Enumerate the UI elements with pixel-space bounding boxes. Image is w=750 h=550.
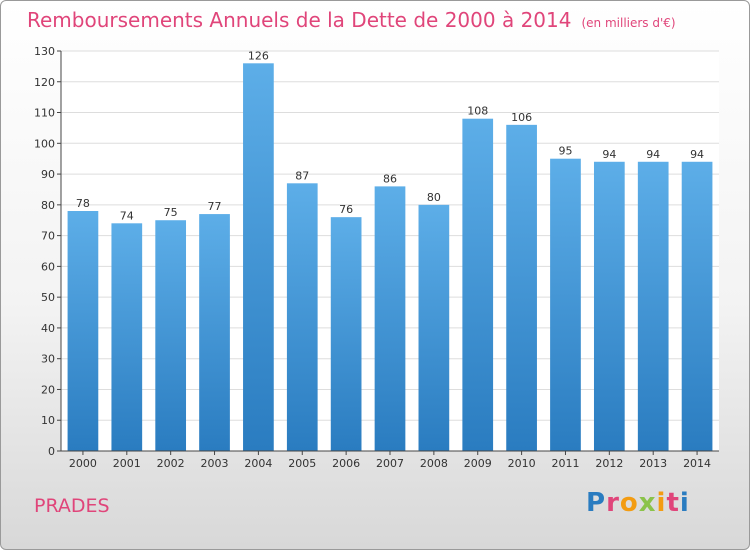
brand-letter: r — [606, 488, 620, 518]
x-tick-label: 2014 — [683, 457, 711, 470]
y-tick-label: 90 — [41, 168, 55, 181]
data-label: 126 — [248, 49, 269, 62]
x-tick-label: 2000 — [69, 457, 97, 470]
bar — [155, 220, 187, 451]
x-tick-label: 2013 — [639, 457, 667, 470]
x-tick-label: 2001 — [113, 457, 141, 470]
y-tick-label: 120 — [34, 76, 55, 89]
y-tick-label: 10 — [41, 414, 55, 427]
x-tick-label: 2011 — [551, 457, 579, 470]
x-tick-label: 2003 — [201, 457, 229, 470]
x-tick-label: 2008 — [420, 457, 448, 470]
y-tick-label: 100 — [34, 137, 55, 150]
axes: 0 10 20 30 40 50 60 70 80 90 100 110 120 130 2000 2001 2… — [34, 45, 719, 470]
brand-letter: P — [586, 488, 607, 518]
x-tick-label: 2012 — [595, 457, 623, 470]
bar — [681, 161, 713, 451]
data-label: 76 — [339, 203, 353, 216]
x-tick-label: 2002 — [157, 457, 185, 470]
bars: 78 74 75 77 126 87 76 86 80 108 106 95 94 94 94 — [67, 49, 713, 452]
x-tick-label: 2005 — [288, 457, 316, 470]
bar — [67, 211, 99, 451]
bar — [286, 183, 318, 452]
data-label: 75 — [164, 206, 178, 219]
x-tick-label: 2004 — [244, 457, 272, 470]
data-label: 77 — [208, 200, 222, 213]
data-label: 94 — [690, 148, 704, 161]
bar — [374, 186, 406, 451]
chart-title-block: Remboursements Annuels de la Dette de 20… — [27, 8, 676, 32]
brand-letter: o — [619, 488, 639, 518]
chart-subtitle: (en milliers d'€) — [581, 16, 676, 30]
data-label: 74 — [120, 209, 134, 222]
town-name: PRADES — [34, 495, 110, 517]
bar — [330, 217, 362, 451]
y-tick-label: 110 — [34, 107, 55, 120]
x-tick-label: 2006 — [332, 457, 360, 470]
data-label: 80 — [427, 191, 441, 204]
y-tick-label: 130 — [34, 45, 55, 58]
brand-letter: i — [679, 488, 690, 518]
data-label: 94 — [602, 148, 616, 161]
bar — [593, 161, 625, 451]
data-label: 78 — [76, 197, 90, 210]
y-tick-label: 20 — [41, 383, 55, 396]
bar — [550, 158, 581, 451]
bar — [462, 118, 494, 451]
data-label: 87 — [295, 169, 309, 182]
bar — [111, 223, 143, 451]
brand-letter: x — [638, 488, 657, 518]
brand-letter: i — [656, 488, 667, 518]
brand-letter: t — [666, 488, 680, 518]
x-tick-label: 2009 — [464, 457, 492, 470]
data-label: 95 — [558, 145, 572, 158]
y-tick-label: 80 — [41, 199, 55, 212]
data-label: 106 — [511, 111, 532, 124]
proxiti-logo: Proxiti — [586, 488, 690, 518]
data-label: 94 — [646, 148, 660, 161]
bar — [418, 204, 450, 451]
data-label: 108 — [467, 105, 488, 118]
y-tick-label: 30 — [41, 353, 55, 366]
bar — [199, 214, 230, 451]
x-tick-label: 2010 — [508, 457, 536, 470]
y-tick-label: 50 — [41, 291, 55, 304]
chart-title: Remboursements Annuels de la Dette de 20… — [27, 8, 572, 32]
y-tick-label: 60 — [41, 260, 55, 273]
data-label: 86 — [383, 172, 397, 185]
bar — [637, 161, 669, 451]
x-tick-label: 2007 — [376, 457, 404, 470]
bar — [243, 63, 274, 452]
y-tick-label: 70 — [41, 230, 55, 243]
bar — [506, 124, 537, 451]
y-tick-label: 40 — [41, 322, 55, 335]
y-tick-label: 0 — [48, 445, 55, 458]
